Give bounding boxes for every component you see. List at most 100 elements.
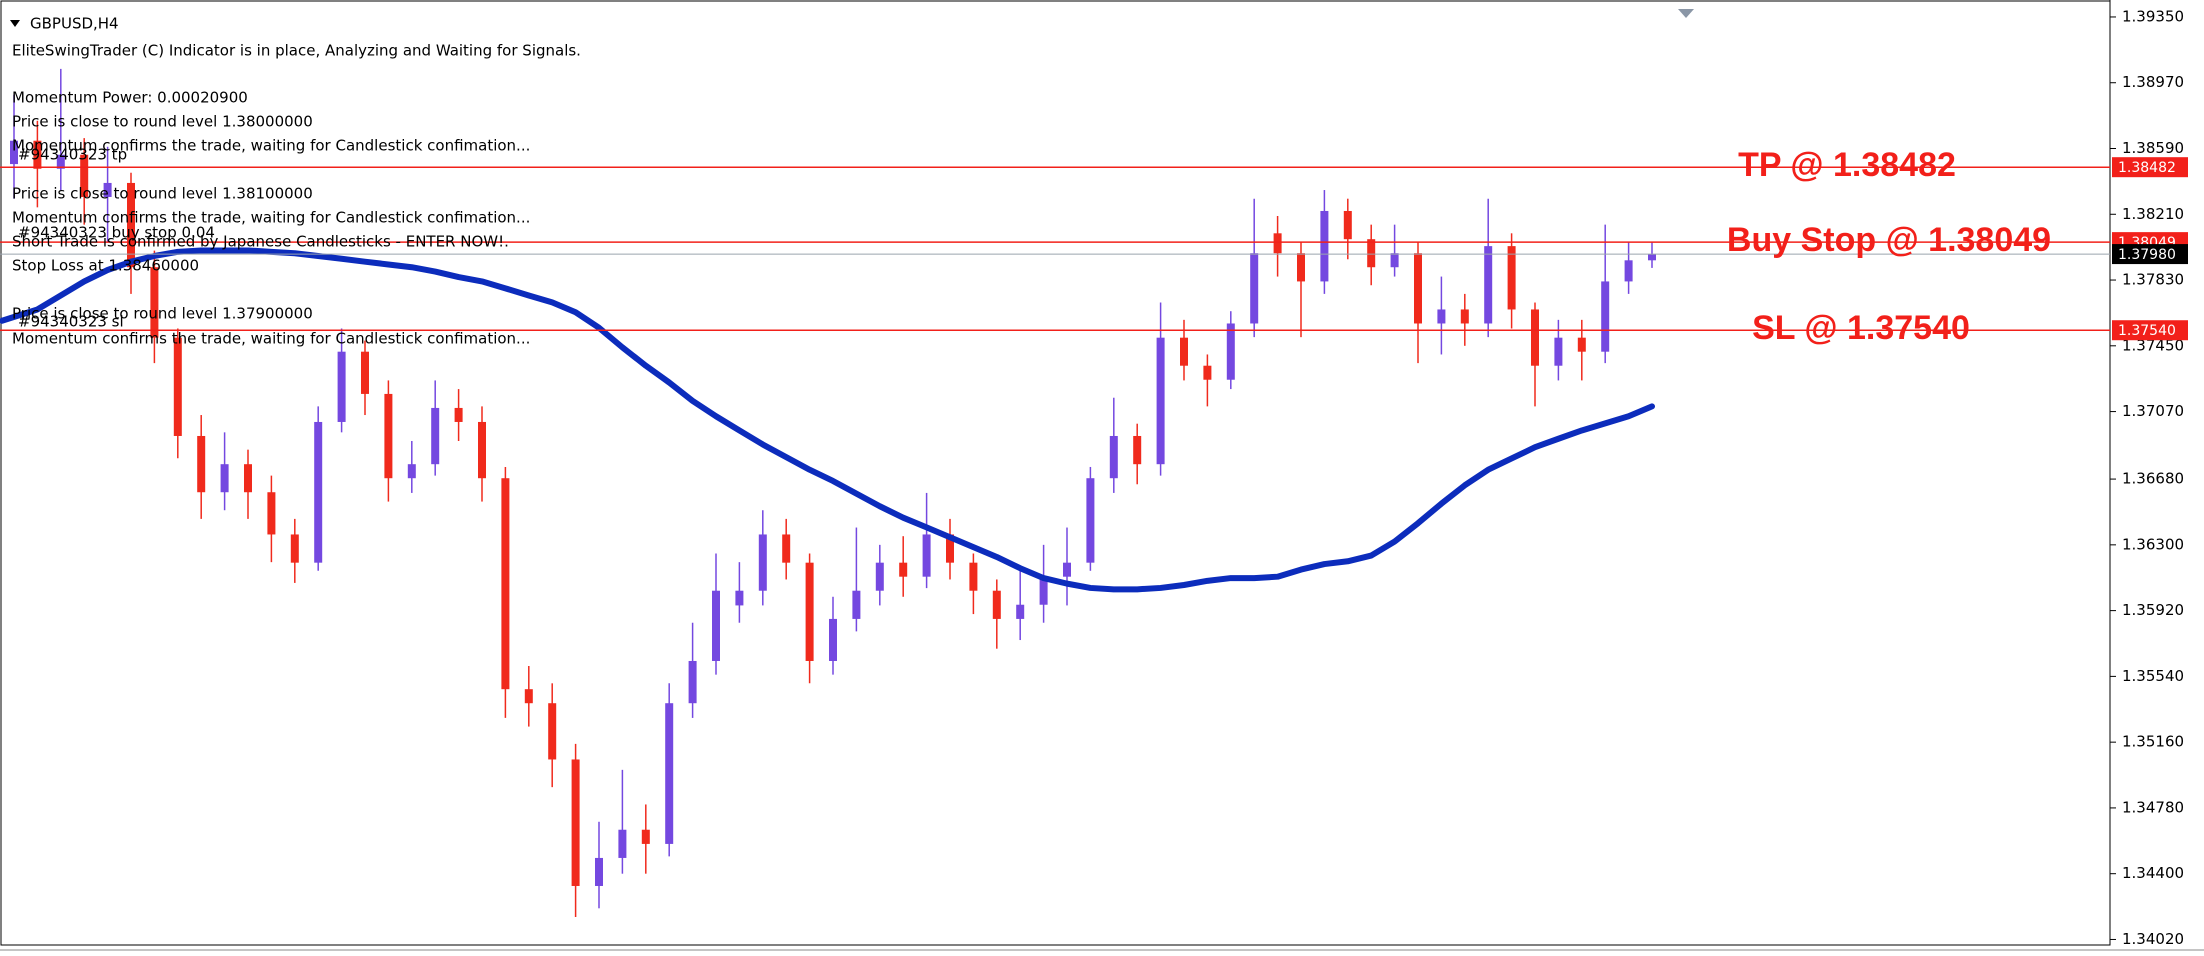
price-tag-label: 1.38482 [2118,160,2176,176]
candle-body [244,464,252,493]
candle-body [478,421,486,479]
candle-body [1577,337,1586,352]
price-tag-label: 1.37980 [2118,247,2176,263]
candle-body [618,829,627,858]
indicator-note: Momentum Power: 0.00020900 [12,89,248,107]
candle-body [361,351,369,394]
candle-body [852,590,861,619]
candle-body [1180,337,1188,366]
candle-body [1063,562,1071,577]
indicator-note: Momentum confirms the trade, waiting for… [12,137,530,155]
y-tick-label: 1.35160 [2122,733,2184,751]
y-tick-label: 1.36680 [2122,470,2184,488]
indicator-note: Price is close to round level 1.38100000 [12,185,313,203]
candle-body [103,182,112,197]
order-label: #94340323 sl [18,313,124,331]
y-tick-label: 1.37450 [2122,336,2184,354]
candle-body [1414,253,1422,324]
price-tag [2112,157,2188,178]
candle-body [1390,253,1399,268]
y-tick-label: 1.38590 [2122,139,2184,157]
candle-body [992,590,1001,619]
candle-body [56,154,65,169]
candle-body [1273,233,1282,254]
candle-body [1109,435,1118,479]
candle-body [407,464,416,479]
y-tick-label: 1.39350 [2122,7,2184,25]
candle-body [1507,246,1516,310]
indicator-note: Stop Loss at 1.38460000 [12,257,199,275]
candle-body [1250,253,1259,324]
candle-body [1601,281,1610,352]
candle-body [1554,337,1563,366]
candle-body [571,759,580,886]
candle-body [875,562,884,591]
moving-average-line [0,247,1655,593]
level-label: Buy Stop @ 1.38049 [1727,221,2051,259]
candle-body [712,590,720,661]
candle-body [805,562,814,661]
candle-body [782,534,791,563]
indicator-note: EliteSwingTrader (C) Indicator is in pla… [12,42,581,60]
candle-body [314,421,323,563]
y-tick-label: 1.35920 [2122,601,2184,619]
symbol-menu-arrow[interactable] [10,20,20,27]
y-tick-label: 1.34020 [2122,930,2184,948]
candle-body [758,534,767,591]
candle-body [969,562,978,591]
candle-body [431,407,440,465]
indicator-note: Short Trade is confirmed by Japanese Can… [12,233,509,251]
candle-body [384,393,393,479]
candle-body [922,534,931,577]
candle-body [1320,210,1329,282]
candle-body [735,590,744,606]
candle-body [548,703,557,760]
candle-body [33,140,42,169]
y-tick-label: 1.34400 [2122,864,2184,882]
shift-marker [1678,9,1694,18]
candle-body [1016,604,1025,619]
y-tick-label: 1.37070 [2122,402,2184,420]
candle-body [1039,576,1048,605]
candle-body [1367,239,1376,268]
candle-body [10,140,18,165]
candle-body [1226,323,1235,380]
candle-body [829,618,837,661]
candle-body [173,337,182,436]
candle-body [1203,365,1212,380]
candle-body [220,464,229,493]
candle-body [946,534,954,563]
price-tag [2112,244,2188,265]
candle-body [454,407,463,422]
y-tick-label: 1.35540 [2122,667,2184,685]
candle-body [641,829,650,844]
candle-body [267,492,276,535]
candle-body [337,351,346,422]
candle-body [1648,254,1656,261]
candle-body [80,154,89,197]
order-label: #94340323 buy stop 0.04 [18,224,215,242]
candle-body [899,562,908,577]
level-label: SL @ 1.37540 [1752,309,1970,347]
candle-body [1343,210,1352,240]
y-tick-label: 1.36300 [2122,535,2184,553]
candle-body [1133,435,1142,465]
candle-body [1460,309,1469,324]
candle-body [197,435,206,493]
y-tick-label: 1.38970 [2122,73,2184,91]
price-tag [2112,320,2188,341]
y-tick-label: 1.37830 [2122,271,2184,289]
candle-body [150,267,159,338]
candle-body [1484,246,1493,324]
level-label: TP @ 1.38482 [1738,146,1956,184]
order-label: #94340323 tp [18,146,127,164]
candle-body [127,182,135,268]
candle-body [1531,309,1539,366]
candle-body [290,534,299,563]
candle-body [1297,253,1305,282]
candle-body [1437,309,1446,324]
price-tag-label: 1.37540 [2118,323,2176,339]
